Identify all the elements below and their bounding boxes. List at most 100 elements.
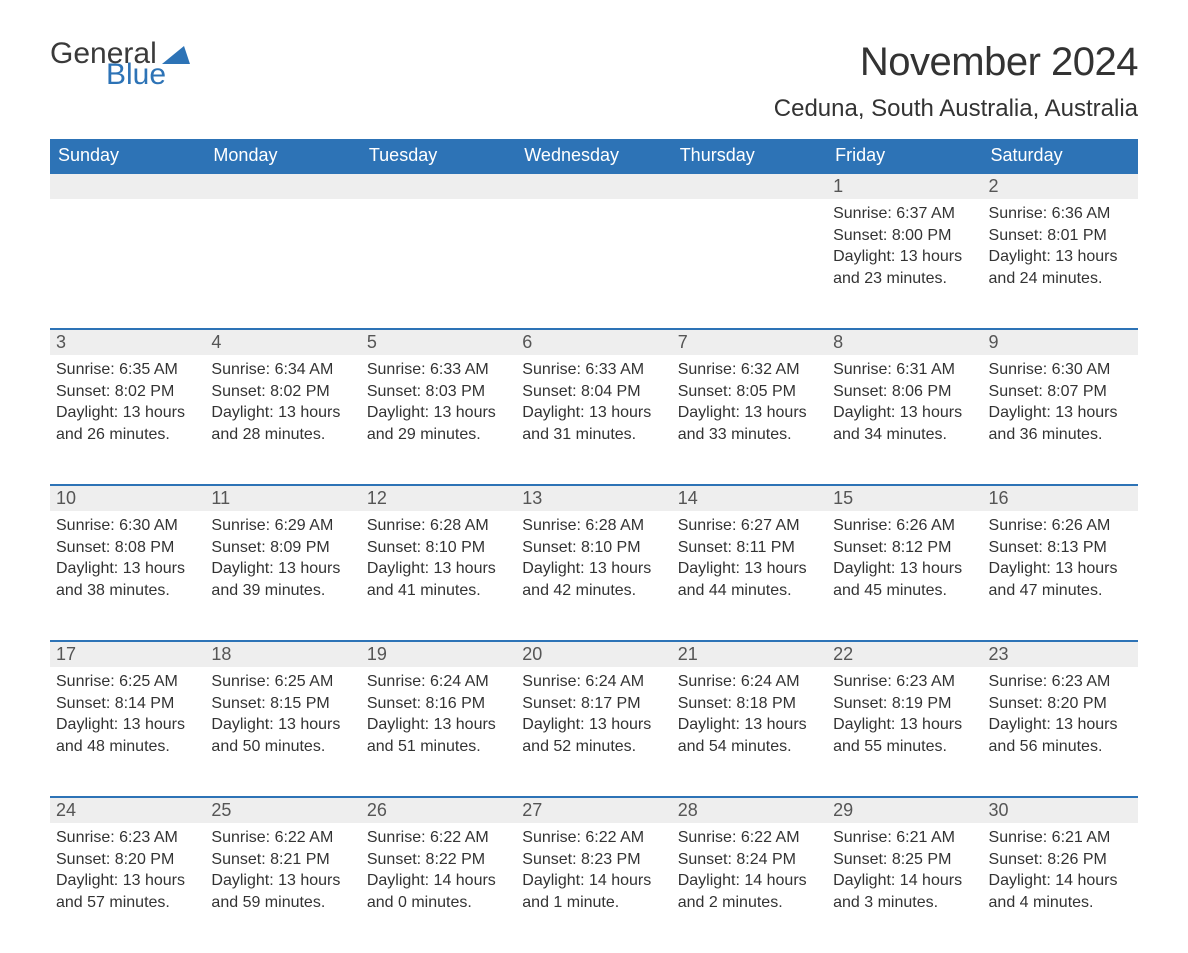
sunrise-line: Sunrise: 6:33 AM <box>367 359 510 381</box>
day-body-cell: Sunrise: 6:29 AMSunset: 8:09 PMDaylight:… <box>205 511 360 641</box>
sunset-line: Sunset: 8:11 PM <box>678 537 821 559</box>
sunset-line: Sunset: 8:13 PM <box>989 537 1132 559</box>
sunset-line: Sunset: 8:14 PM <box>56 693 199 715</box>
daylight-line2: and 31 minutes. <box>522 424 665 446</box>
page-header: General Blue November 2024 Ceduna, South… <box>50 40 1138 123</box>
sunrise-line: Sunrise: 6:28 AM <box>522 515 665 537</box>
day-body-cell: Sunrise: 6:33 AMSunset: 8:04 PMDaylight:… <box>516 355 671 485</box>
daylight-line1: Daylight: 14 hours <box>833 870 976 892</box>
daylight-line1: Daylight: 13 hours <box>56 870 199 892</box>
day-number-cell <box>361 173 516 199</box>
col-thursday: Thursday <box>672 139 827 173</box>
sunrise-line: Sunrise: 6:23 AM <box>833 671 976 693</box>
daylight-line2: and 52 minutes. <box>522 736 665 758</box>
col-friday: Friday <box>827 139 982 173</box>
day-number-cell: 5 <box>361 329 516 355</box>
day-number-cell: 30 <box>983 797 1138 823</box>
day-number-cell: 18 <box>205 641 360 667</box>
day-body-cell: Sunrise: 6:22 AMSunset: 8:24 PMDaylight:… <box>672 823 827 953</box>
sunset-line: Sunset: 8:26 PM <box>989 849 1132 871</box>
daylight-line2: and 44 minutes. <box>678 580 821 602</box>
sunrise-line: Sunrise: 6:22 AM <box>367 827 510 849</box>
day-body-cell: Sunrise: 6:24 AMSunset: 8:17 PMDaylight:… <box>516 667 671 797</box>
sunrise-line: Sunrise: 6:29 AM <box>211 515 354 537</box>
daylight-line1: Daylight: 13 hours <box>56 714 199 736</box>
day-number-cell: 26 <box>361 797 516 823</box>
day-number-row: 17181920212223 <box>50 641 1138 667</box>
day-body-cell: Sunrise: 6:36 AMSunset: 8:01 PMDaylight:… <box>983 199 1138 329</box>
daylight-line1: Daylight: 13 hours <box>211 558 354 580</box>
sunrise-line: Sunrise: 6:30 AM <box>56 515 199 537</box>
day-body-cell: Sunrise: 6:23 AMSunset: 8:19 PMDaylight:… <box>827 667 982 797</box>
day-number-cell: 17 <box>50 641 205 667</box>
daylight-line2: and 45 minutes. <box>833 580 976 602</box>
sunrise-line: Sunrise: 6:23 AM <box>989 671 1132 693</box>
day-number-cell: 2 <box>983 173 1138 199</box>
sunrise-line: Sunrise: 6:25 AM <box>211 671 354 693</box>
day-body-cell <box>672 199 827 329</box>
sunset-line: Sunset: 8:24 PM <box>678 849 821 871</box>
sunset-line: Sunset: 8:08 PM <box>56 537 199 559</box>
daylight-line2: and 34 minutes. <box>833 424 976 446</box>
day-number-cell <box>516 173 671 199</box>
day-body-cell: Sunrise: 6:21 AMSunset: 8:26 PMDaylight:… <box>983 823 1138 953</box>
day-body-cell: Sunrise: 6:23 AMSunset: 8:20 PMDaylight:… <box>50 823 205 953</box>
day-body-row: Sunrise: 6:25 AMSunset: 8:14 PMDaylight:… <box>50 667 1138 797</box>
sunrise-line: Sunrise: 6:23 AM <box>56 827 199 849</box>
sunset-line: Sunset: 8:23 PM <box>522 849 665 871</box>
col-saturday: Saturday <box>983 139 1138 173</box>
day-number-cell <box>205 173 360 199</box>
sunset-line: Sunset: 8:20 PM <box>56 849 199 871</box>
daylight-line1: Daylight: 13 hours <box>56 402 199 424</box>
day-number-cell: 21 <box>672 641 827 667</box>
day-body-cell: Sunrise: 6:35 AMSunset: 8:02 PMDaylight:… <box>50 355 205 485</box>
sunset-line: Sunset: 8:10 PM <box>522 537 665 559</box>
day-body-cell: Sunrise: 6:24 AMSunset: 8:18 PMDaylight:… <box>672 667 827 797</box>
logo-text: General Blue <box>50 40 166 88</box>
daylight-line2: and 23 minutes. <box>833 268 976 290</box>
sunset-line: Sunset: 8:17 PM <box>522 693 665 715</box>
day-number-cell: 7 <box>672 329 827 355</box>
daylight-line2: and 54 minutes. <box>678 736 821 758</box>
daylight-line1: Daylight: 13 hours <box>211 714 354 736</box>
day-number-cell: 4 <box>205 329 360 355</box>
daylight-line2: and 51 minutes. <box>367 736 510 758</box>
sunrise-line: Sunrise: 6:22 AM <box>678 827 821 849</box>
day-number-cell: 9 <box>983 329 1138 355</box>
location-subtitle: Ceduna, South Australia, Australia <box>774 95 1138 123</box>
day-number-cell <box>672 173 827 199</box>
sunset-line: Sunset: 8:03 PM <box>367 381 510 403</box>
daylight-line2: and 28 minutes. <box>211 424 354 446</box>
sunset-line: Sunset: 8:16 PM <box>367 693 510 715</box>
day-body-row: Sunrise: 6:35 AMSunset: 8:02 PMDaylight:… <box>50 355 1138 485</box>
day-body-cell <box>361 199 516 329</box>
daylight-line1: Daylight: 13 hours <box>56 558 199 580</box>
daylight-line2: and 41 minutes. <box>367 580 510 602</box>
daylight-line2: and 33 minutes. <box>678 424 821 446</box>
daylight-line2: and 2 minutes. <box>678 892 821 914</box>
daylight-line2: and 1 minute. <box>522 892 665 914</box>
sunset-line: Sunset: 8:04 PM <box>522 381 665 403</box>
day-number-cell: 13 <box>516 485 671 511</box>
day-body-cell <box>205 199 360 329</box>
sunrise-line: Sunrise: 6:31 AM <box>833 359 976 381</box>
daylight-line2: and 38 minutes. <box>56 580 199 602</box>
sunrise-line: Sunrise: 6:28 AM <box>367 515 510 537</box>
sunset-line: Sunset: 8:19 PM <box>833 693 976 715</box>
calendar-body: 12Sunrise: 6:37 AMSunset: 8:00 PMDayligh… <box>50 173 1138 953</box>
daylight-line1: Daylight: 13 hours <box>989 402 1132 424</box>
sunrise-line: Sunrise: 6:27 AM <box>678 515 821 537</box>
daylight-line1: Daylight: 14 hours <box>367 870 510 892</box>
day-body-cell <box>516 199 671 329</box>
daylight-line2: and 24 minutes. <box>989 268 1132 290</box>
day-number-cell: 1 <box>827 173 982 199</box>
logo: General Blue <box>50 40 194 88</box>
day-body-cell: Sunrise: 6:32 AMSunset: 8:05 PMDaylight:… <box>672 355 827 485</box>
daylight-line2: and 36 minutes. <box>989 424 1132 446</box>
sunrise-line: Sunrise: 6:26 AM <box>833 515 976 537</box>
day-body-cell: Sunrise: 6:22 AMSunset: 8:21 PMDaylight:… <box>205 823 360 953</box>
daylight-line2: and 29 minutes. <box>367 424 510 446</box>
daylight-line1: Daylight: 13 hours <box>833 714 976 736</box>
sunrise-line: Sunrise: 6:22 AM <box>522 827 665 849</box>
day-body-cell: Sunrise: 6:33 AMSunset: 8:03 PMDaylight:… <box>361 355 516 485</box>
